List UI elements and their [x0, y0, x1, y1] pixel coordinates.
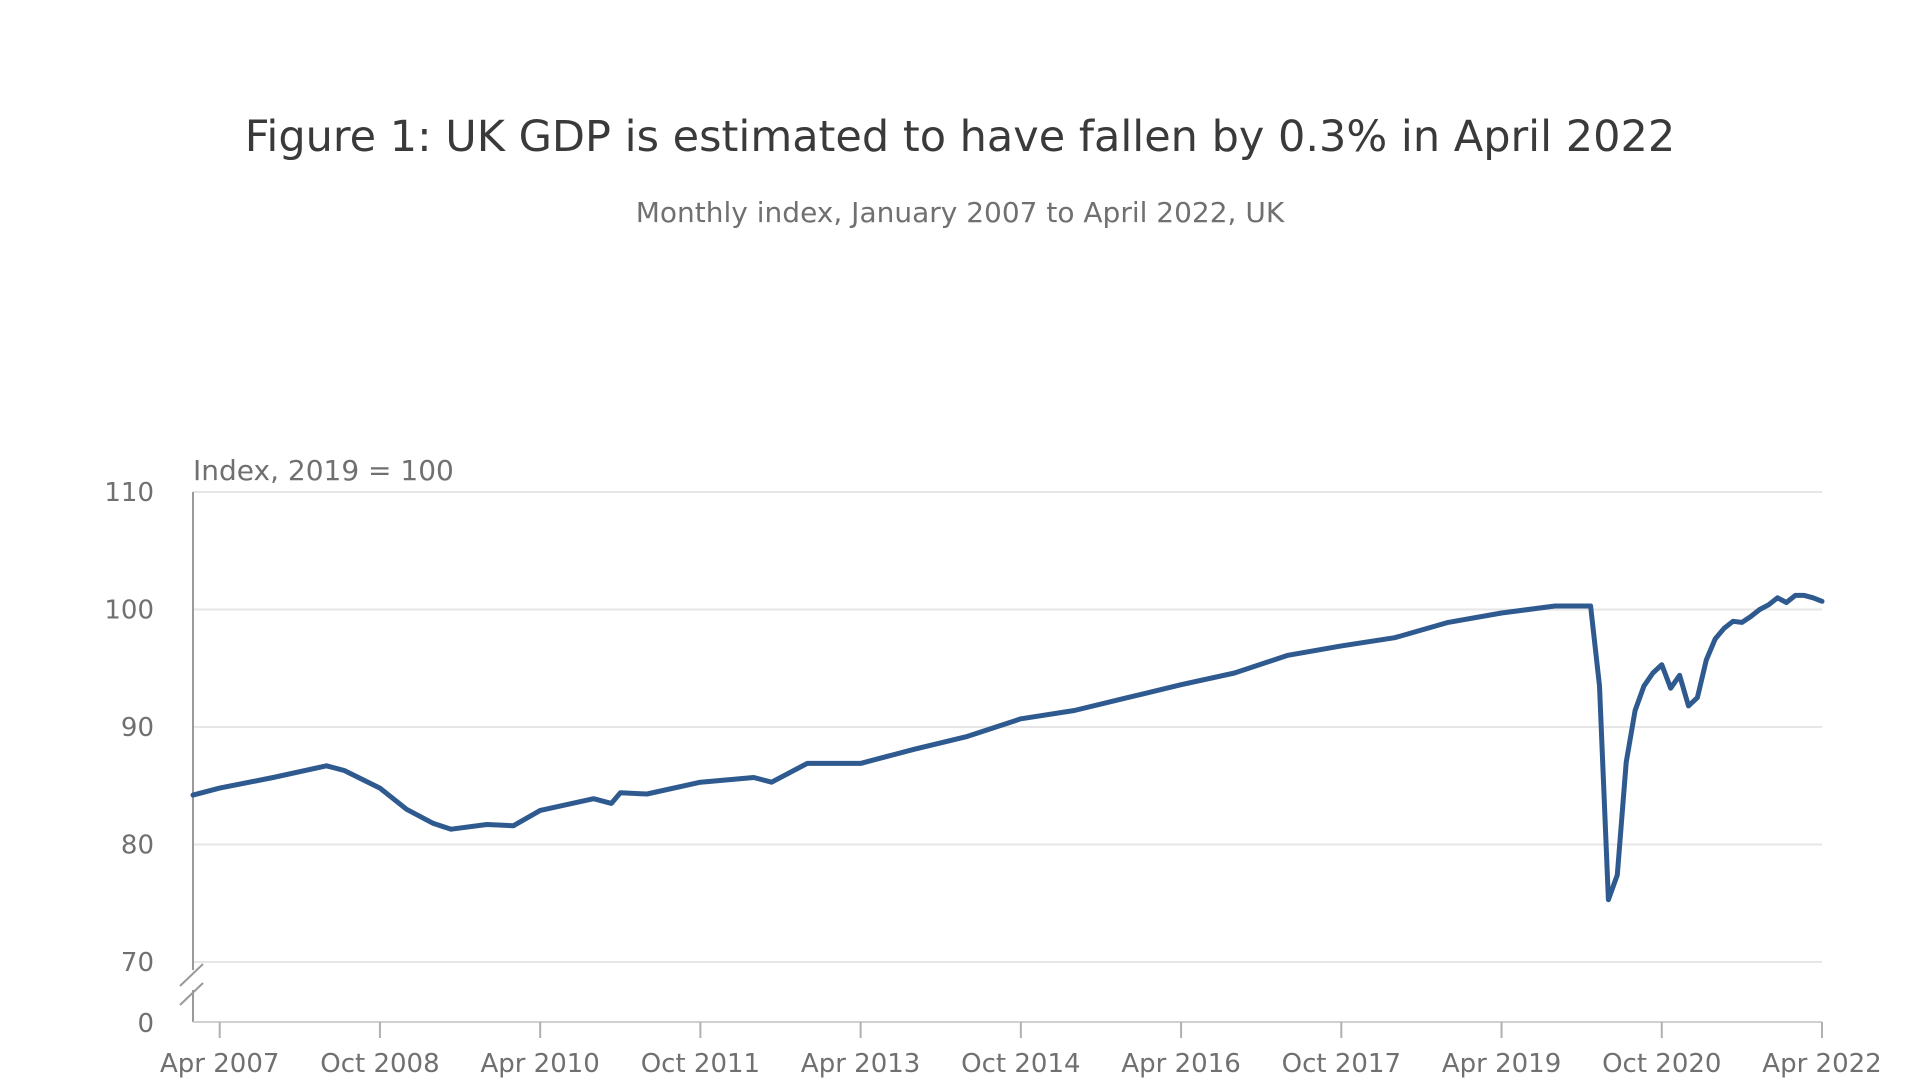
x-tick-label: Oct 2020	[1602, 1049, 1721, 1079]
gridlines	[193, 491, 1822, 963]
y-tick-label: 90	[121, 713, 154, 743]
y-axis-ticks: 110 100 90 80 70 0	[104, 478, 154, 1039]
x-tick-label: Apr 2022	[1762, 1049, 1881, 1079]
x-tick-label: Apr 2010	[480, 1049, 599, 1079]
axes	[179, 492, 1822, 1023]
series-line	[190, 592, 1825, 903]
y-tick-label: 70	[121, 948, 154, 978]
chart-title: Figure 1: UK GDP is estimated to have fa…	[244, 112, 1676, 162]
x-tick-label: Oct 2014	[961, 1049, 1080, 1079]
x-axis-ticks: Apr 2007 Oct 2008 Apr 2010 Oct 2011 Apr 2013…	[160, 1022, 1882, 1079]
y-tick-label: 0	[137, 1009, 154, 1039]
axis-break-mark	[179, 963, 204, 987]
x-tick-label: Apr 2013	[801, 1049, 920, 1079]
x-tick-label: Apr 2007	[160, 1049, 279, 1079]
y-tick-label: 80	[121, 831, 154, 861]
axis-break-mark	[179, 982, 204, 1006]
x-tick-label: Oct 2008	[320, 1049, 439, 1079]
chart-subtitle: Monthly index, January 2007 to April 202…	[635, 196, 1285, 229]
y-tick-label: 110	[104, 478, 154, 508]
y-tick-label: 100	[104, 596, 154, 626]
x-tick-label: Oct 2011	[641, 1049, 760, 1079]
x-tick-label: Apr 2016	[1121, 1049, 1240, 1079]
series-layer	[190, 592, 1825, 903]
x-tick-label: Apr 2019	[1442, 1049, 1561, 1079]
y-axis-unit-label: Index, 2019 = 100	[193, 454, 454, 487]
x-tick-label: Oct 2017	[1282, 1049, 1401, 1079]
